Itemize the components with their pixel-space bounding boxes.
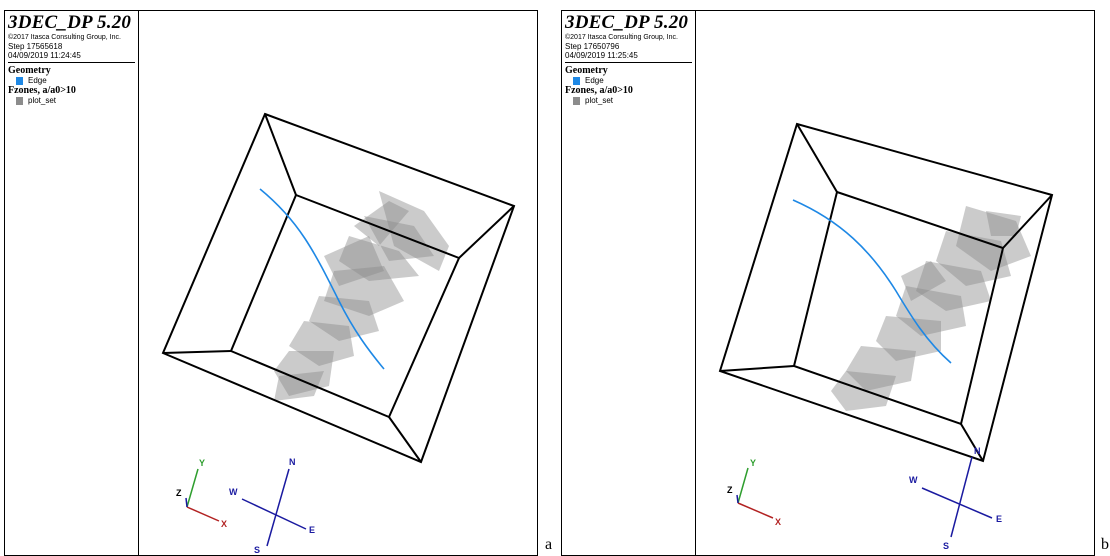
fzones-section-title: Fzones, a/a0>10	[565, 85, 633, 96]
z-axis-line	[736, 494, 739, 504]
copyright: ©2017 Itasca Consulting Group, Inc.	[8, 34, 121, 41]
app-title: 3DEC_DP 5.20	[8, 12, 132, 33]
gray-square-icon	[16, 96, 23, 105]
box-corner-edge	[1002, 194, 1053, 249]
fracture-zones	[274, 191, 449, 401]
model-render: Y X Z N S E W	[161, 112, 516, 555]
x-axis-line	[186, 506, 220, 522]
divider	[8, 62, 135, 63]
panel-label-a: a	[545, 536, 553, 553]
legend-item-label: plot_set	[28, 96, 57, 105]
blue-square-icon	[573, 76, 580, 85]
model-box	[161, 112, 516, 464]
model-render: Y X Z N S E W	[718, 122, 1054, 551]
legend-item-label: plot_set	[585, 96, 614, 105]
fracture-zone-patch	[956, 206, 1031, 271]
plot-panel-a: 3DEC_DP 5.20 ©2017 Itasca Consulting Gro…	[4, 10, 538, 556]
fracture-zone-patch	[379, 191, 449, 271]
step-counter: Step 17565618	[8, 42, 63, 51]
fracture-zone-patch	[324, 236, 384, 286]
fracture-zone-patch	[896, 286, 966, 336]
x-axis-label: X	[775, 517, 781, 527]
edge-curve	[792, 199, 952, 364]
compass-rose: N S E W	[909, 446, 1002, 551]
compass-ns-line	[266, 468, 290, 547]
axes-triad: Y X Z	[727, 458, 781, 527]
y-axis-label: Y	[199, 458, 205, 468]
y-axis-line	[186, 468, 199, 508]
fracture-zone-patch	[916, 261, 991, 311]
box-corner-edge	[719, 365, 795, 372]
box-corner-edge	[264, 113, 297, 196]
fracture-zone-patch	[339, 236, 419, 281]
box-outer-edge	[718, 122, 1054, 463]
compass-rose: N S E W	[229, 457, 315, 555]
3d-viewport[interactable]: Y X Z N S E W	[139, 11, 537, 555]
fracture-zones	[831, 206, 1031, 411]
fracture-zone-patch	[876, 316, 941, 361]
fracture-zone-patch	[274, 371, 324, 401]
3d-viewport[interactable]: Y X Z N S E W	[696, 11, 1094, 555]
geometry-section-title: Geometry	[8, 65, 51, 76]
axes-triad: Y X Z	[176, 458, 227, 529]
y-axis-label: Y	[750, 458, 756, 468]
z-axis-line	[185, 497, 188, 508]
fracture-zone-patch	[289, 321, 354, 366]
compass-north-label: N	[974, 446, 981, 456]
box-corner-edge	[458, 205, 515, 259]
x-axis-line	[737, 502, 774, 519]
panel-label-b: b	[1101, 536, 1109, 553]
copyright: ©2017 Itasca Consulting Group, Inc.	[565, 34, 678, 41]
legend-item-edge: Edge	[565, 76, 692, 85]
fracture-zone-patch	[846, 346, 916, 391]
compass-ns-line	[950, 456, 973, 538]
compass-east-label: E	[309, 525, 315, 535]
compass-east-label: E	[996, 514, 1002, 524]
edge-curve	[259, 188, 385, 370]
compass-we-line	[241, 498, 307, 530]
compass-south-label: S	[254, 545, 260, 555]
compass-north-label: N	[289, 457, 296, 467]
timestamp: 04/09/2019 11:25:45	[565, 51, 638, 60]
compass-south-label: S	[943, 541, 949, 551]
legend-item-plot-set: plot_set	[8, 96, 135, 105]
app-title: 3DEC_DP 5.20	[565, 12, 689, 33]
legend-panel: 3DEC_DP 5.20 ©2017 Itasca Consulting Gro…	[5, 11, 139, 555]
gray-square-icon	[573, 96, 580, 105]
fzones-section-title: Fzones, a/a0>10	[8, 85, 76, 96]
compass-west-label: W	[229, 487, 238, 497]
box-corner-edge	[162, 350, 232, 354]
compass-west-label: W	[909, 475, 918, 485]
legend-item-label: Edge	[28, 76, 47, 85]
step-counter: Step 17650796	[565, 42, 620, 51]
fracture-zone-patch	[354, 201, 409, 246]
fracture-zone-patch	[324, 266, 404, 316]
fracture-zone-patch	[309, 296, 379, 341]
blue-square-icon	[16, 76, 23, 85]
box-corner-edge	[796, 123, 838, 193]
legend-item-label: Edge	[585, 76, 604, 85]
box-corner-edge	[960, 423, 984, 462]
y-axis-line	[737, 467, 749, 504]
legend-item-plot-set: plot_set	[565, 96, 692, 105]
fracture-zone-patch	[274, 351, 334, 396]
divider	[565, 62, 692, 63]
fracture-zone-patch	[901, 261, 946, 301]
x-axis-label: X	[221, 519, 227, 529]
plot-panel-b: 3DEC_DP 5.20 ©2017 Itasca Consulting Gro…	[561, 10, 1095, 556]
compass-we-line	[921, 487, 993, 519]
geometry-section-title: Geometry	[565, 65, 608, 76]
z-axis-label: Z	[176, 488, 182, 498]
legend-item-edge: Edge	[8, 76, 135, 85]
timestamp: 04/09/2019 11:24:45	[8, 51, 81, 60]
fracture-zone-patch	[986, 211, 1021, 236]
box-corner-edge	[388, 416, 422, 463]
legend-panel: 3DEC_DP 5.20 ©2017 Itasca Consulting Gro…	[562, 11, 696, 555]
z-axis-label: Z	[727, 485, 733, 495]
model-box	[718, 122, 1054, 463]
